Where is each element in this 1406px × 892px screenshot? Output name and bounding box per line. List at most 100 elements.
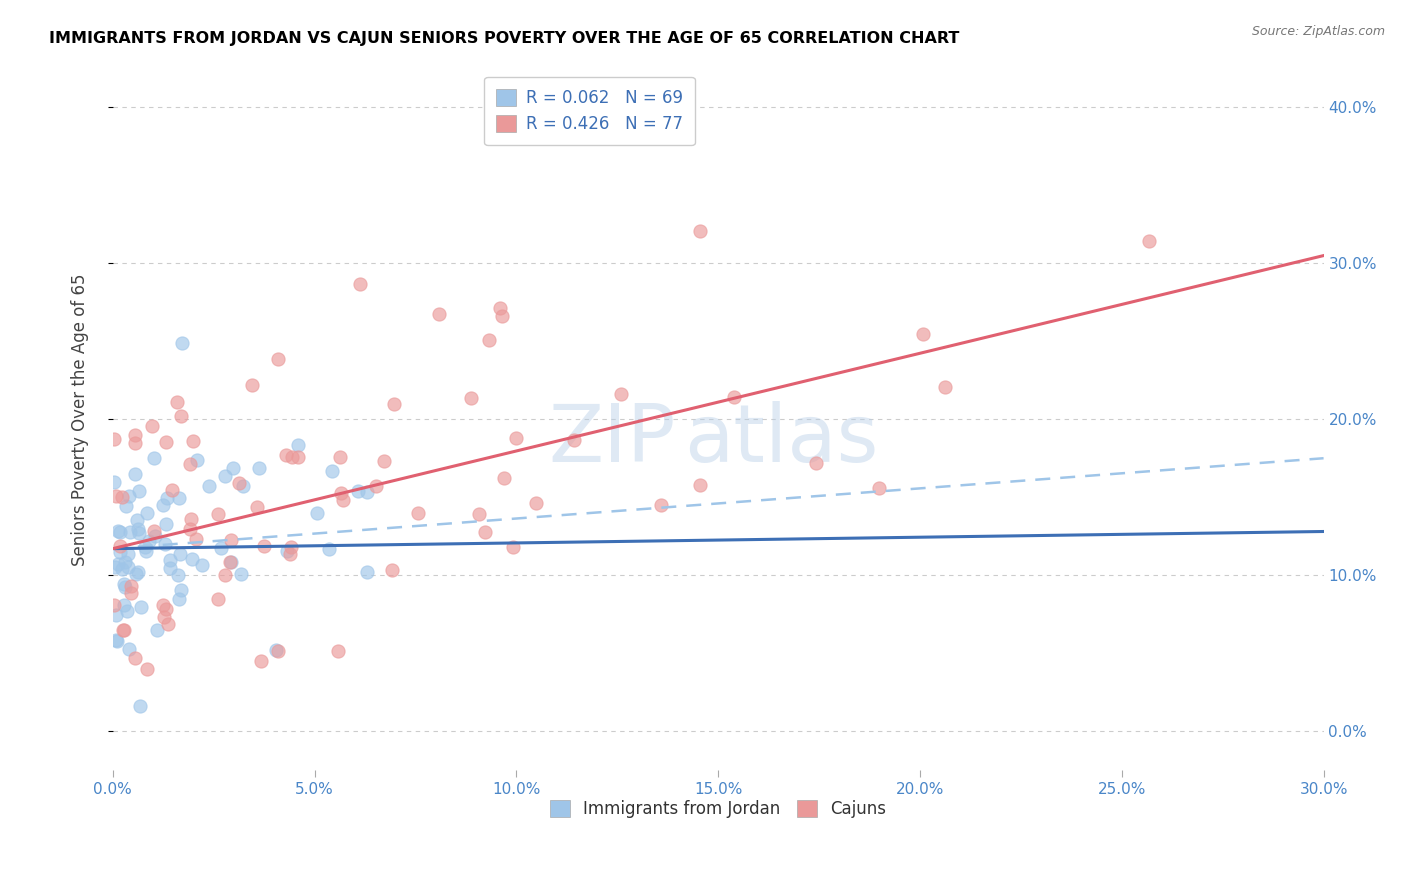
Point — [125, 513, 148, 527]
Point — [115, 499, 138, 513]
Point — [276, 544, 298, 558]
Point — [489, 301, 512, 315]
Point — [159, 561, 181, 575]
Point — [197, 479, 219, 493]
Point — [156, 491, 179, 505]
Point — [474, 524, 496, 539]
Point — [318, 542, 340, 557]
Point — [112, 577, 135, 591]
Point — [427, 307, 450, 321]
Point — [723, 390, 745, 404]
Point — [491, 309, 513, 323]
Point — [152, 598, 174, 612]
Point — [219, 533, 242, 547]
Point — [111, 562, 134, 576]
Point — [332, 492, 354, 507]
Point — [356, 565, 378, 579]
Point — [934, 380, 956, 394]
Point — [124, 436, 146, 450]
Point — [166, 395, 188, 409]
Point — [222, 460, 245, 475]
Point — [138, 534, 160, 549]
Point — [287, 438, 309, 452]
Point — [209, 541, 232, 555]
Point — [117, 547, 139, 561]
Point — [356, 485, 378, 500]
Point — [276, 448, 298, 462]
Point — [253, 539, 276, 553]
Point — [162, 483, 184, 497]
Point — [181, 434, 204, 449]
Point — [868, 481, 890, 495]
Text: Source: ZipAtlas.com: Source: ZipAtlas.com — [1251, 25, 1385, 38]
Point — [127, 521, 149, 535]
Point — [240, 378, 263, 392]
Point — [911, 327, 934, 342]
Point — [129, 698, 152, 713]
Text: atlas: atlas — [685, 401, 879, 479]
Point — [103, 475, 125, 489]
Point — [131, 599, 153, 614]
Point — [120, 586, 142, 600]
Point — [167, 568, 190, 582]
Point — [152, 499, 174, 513]
Point — [232, 478, 254, 492]
Point — [191, 558, 214, 572]
Point — [146, 623, 169, 637]
Point — [245, 500, 267, 514]
Point — [180, 552, 202, 566]
Legend: Immigrants from Jordan, Cajuns: Immigrants from Jordan, Cajuns — [543, 793, 893, 825]
Point — [167, 592, 190, 607]
Point — [169, 547, 191, 561]
Point — [155, 434, 177, 449]
Point — [155, 517, 177, 532]
Point — [112, 623, 135, 637]
Point — [267, 352, 290, 367]
Point — [112, 598, 135, 612]
Point — [180, 512, 202, 526]
Point — [108, 545, 131, 559]
Point — [128, 483, 150, 498]
Point — [219, 555, 242, 569]
Point — [170, 409, 193, 423]
Point — [505, 431, 527, 445]
Point — [108, 540, 131, 554]
Point — [321, 464, 343, 478]
Point — [105, 489, 128, 503]
Point — [118, 641, 141, 656]
Point — [326, 644, 349, 658]
Point — [107, 524, 129, 538]
Point — [127, 565, 149, 579]
Point — [1139, 234, 1161, 248]
Text: IMMIGRANTS FROM JORDAN VS CAJUN SENIORS POVERTY OVER THE AGE OF 65 CORRELATION C: IMMIGRANTS FROM JORDAN VS CAJUN SENIORS … — [49, 31, 959, 46]
Point — [124, 651, 146, 665]
Point — [179, 522, 201, 536]
Point — [103, 598, 125, 612]
Point — [214, 468, 236, 483]
Point — [305, 506, 328, 520]
Point — [689, 477, 711, 491]
Point — [349, 277, 371, 291]
Point — [406, 506, 429, 520]
Point — [492, 471, 515, 485]
Point — [524, 496, 547, 510]
Point — [117, 560, 139, 574]
Point — [107, 557, 129, 571]
Point — [184, 532, 207, 546]
Point — [329, 486, 352, 500]
Point — [112, 623, 135, 637]
Point — [105, 607, 128, 622]
Point — [502, 540, 524, 554]
Point — [478, 333, 501, 347]
Point — [128, 526, 150, 541]
Point — [278, 547, 301, 561]
Point — [806, 457, 828, 471]
Point — [229, 567, 252, 582]
Point — [250, 654, 273, 668]
Point — [141, 419, 163, 434]
Point — [114, 556, 136, 570]
Point — [159, 553, 181, 567]
Point — [105, 632, 128, 647]
Text: ZIP: ZIP — [548, 401, 676, 479]
Point — [186, 452, 208, 467]
